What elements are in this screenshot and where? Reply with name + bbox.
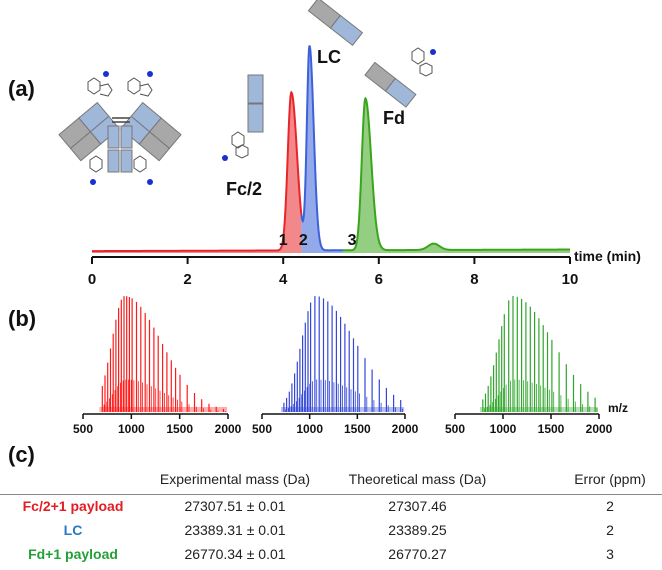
x-axis-label: time (min) xyxy=(574,248,641,264)
lc-label: LC xyxy=(317,47,341,67)
spectrum-baseline xyxy=(479,407,599,412)
mz-axis-label: m/z xyxy=(608,401,628,415)
mz-tick-label: 500 xyxy=(73,422,93,436)
row-name: LC xyxy=(63,522,83,538)
x-tick-label: 2 xyxy=(183,271,191,288)
table-header: Experimental mass (Da) Theoretical mass … xyxy=(0,468,662,495)
peak-number-3: 3 xyxy=(348,232,357,249)
chromatogram-peak-fill-3 xyxy=(342,98,570,254)
row-name: Fc/2+1 payload xyxy=(22,498,124,514)
row-error: 2 xyxy=(606,498,614,514)
figure: (a) (b) (c) xyxy=(8,0,641,467)
x-tick-label: 0 xyxy=(88,271,96,288)
mz-tick-label: 500 xyxy=(445,422,465,436)
peak-number-1: 1 xyxy=(279,232,288,249)
mass-table: Experimental mass (Da) Theoretical mass … xyxy=(0,468,662,567)
row-experimental: 23389.31 ± 0.01 xyxy=(184,522,286,538)
mz-tick-label: 1500 xyxy=(344,422,371,436)
row-name: Fd+1 payload xyxy=(28,546,118,562)
x-tick-label: 6 xyxy=(375,271,383,288)
mz-tick-label: 1500 xyxy=(538,422,565,436)
row-experimental: 26770.34 ± 0.01 xyxy=(184,546,286,562)
mass-spectra: 500 1000 1500 2000 500 1000 1500 2000 500 1000 150… xyxy=(73,296,628,436)
mz-tick-label: 1000 xyxy=(490,422,517,436)
chromatogram-trace-2 xyxy=(300,45,343,252)
row-error: 3 xyxy=(606,546,614,562)
chromatogram-peak-fill-1 xyxy=(92,92,302,253)
peak-number-2: 2 xyxy=(299,232,308,249)
row-error: 2 xyxy=(606,522,614,538)
chromatogram-trace-3 xyxy=(342,96,571,252)
mz-tick-label: 2000 xyxy=(586,422,613,436)
row-theoretical: 26770.27 xyxy=(388,546,447,562)
panel-label-b: (b) xyxy=(8,306,36,331)
lc-fragment-icon xyxy=(307,0,364,47)
panel-label-c: (c) xyxy=(8,442,35,467)
mz-tick-label: 500 xyxy=(252,422,272,436)
fd-label: Fd xyxy=(383,108,405,128)
table-row: LC 23389.31 ± 0.01 23389.25 2 xyxy=(0,519,662,543)
row-experimental: 27307.51 ± 0.01 xyxy=(184,498,286,514)
header-error: Error (ppm) xyxy=(574,471,646,487)
chromatogram-trace-1 xyxy=(92,90,303,253)
table-row: Fd+1 payload 26770.34 ± 0.01 26770.27 3 xyxy=(0,543,662,567)
fd-fragment-icon xyxy=(364,47,436,108)
mz-tick-label: 1000 xyxy=(118,422,145,436)
header-theoretical: Theoretical mass (Da) xyxy=(348,471,487,487)
mz-tick-label: 1000 xyxy=(296,422,323,436)
x-tick-label: 4 xyxy=(279,271,288,288)
row-theoretical: 27307.46 xyxy=(388,498,447,514)
spectrum-baseline xyxy=(99,407,228,412)
mz-tick-label: 2000 xyxy=(215,422,242,436)
x-tick-label: 8 xyxy=(470,271,478,288)
mz-tick-label: 1500 xyxy=(166,422,193,436)
antibody-cartoon-icon xyxy=(58,71,182,185)
header-experimental: Experimental mass (Da) xyxy=(159,471,311,487)
row-theoretical: 23389.25 xyxy=(388,522,447,538)
panel-label-a: (a) xyxy=(8,76,35,101)
spectrum-baseline xyxy=(281,407,405,412)
fc2-fragment-icon xyxy=(222,74,264,161)
table-row: Fc/2+1 payload 27307.51 ± 0.01 27307.46 … xyxy=(0,495,662,519)
x-tick-label: 10 xyxy=(562,271,579,288)
mz-tick-label: 2000 xyxy=(392,422,419,436)
fc2-label: Fc/2 xyxy=(226,179,262,199)
